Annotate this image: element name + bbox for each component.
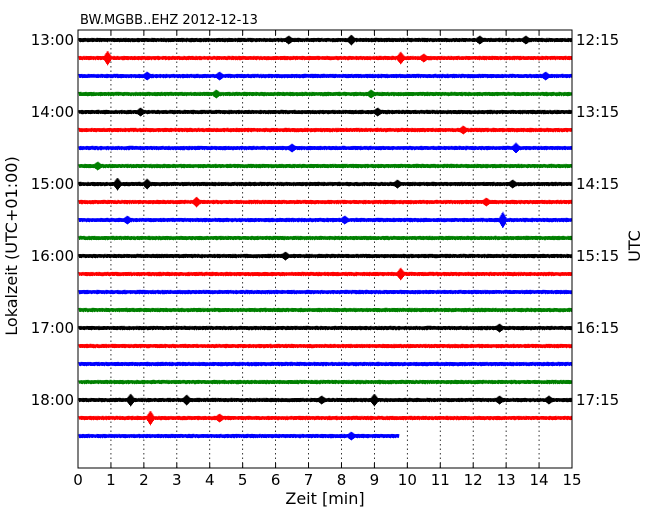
trace-row-13 [78,267,573,281]
trace-row-8 [78,178,573,191]
trace-row-4 [78,107,573,117]
trace-row-17 [78,343,573,349]
left-tick-label: 15:00 [31,175,74,193]
right-tick-label: 12:15 [576,31,619,49]
x-tick-label: 12 [464,471,483,489]
trace-row-20 [78,393,573,407]
x-tick-label: 7 [304,471,314,489]
trace-row-12 [78,251,573,261]
x-tick-label: 11 [431,471,450,489]
x-gridlines [110,30,540,468]
left-tick-label: 18:00 [31,391,74,409]
trace-row-2 [78,71,573,81]
x-tick-label: 6 [271,471,281,489]
x-tick-label: 15 [562,471,581,489]
trace-lines [78,34,573,441]
right-tick-label: 17:15 [576,391,619,409]
x-axis-label: Zeit [min] [285,489,364,508]
left-tick-label: 13:00 [31,31,74,49]
trace-row-18 [78,361,573,367]
plot-frame [77,29,573,469]
trace-row-22 [78,431,400,441]
trace-row-3 [78,89,573,99]
trace-row-14 [78,289,573,295]
trace-row-1 [78,50,573,66]
chart-title: BW.MGBB..EHZ 2012-12-13 [80,13,258,28]
x-tick-label: 9 [370,471,380,489]
x-tick-label: 14 [530,471,549,489]
right-tick-label: 16:15 [576,319,619,337]
trace-row-16 [78,323,573,333]
x-tick-label: 13 [497,471,516,489]
trace-row-5 [78,125,573,135]
left-tick-label: 17:00 [31,319,74,337]
trace-row-0 [78,34,573,46]
trace-row-21 [78,411,573,426]
x-tick-label: 10 [398,471,417,489]
x-tick-label: 2 [139,471,149,489]
trace-row-6 [78,142,573,154]
x-tick-label: 8 [337,471,347,489]
x-tick-label: 1 [106,471,116,489]
trace-row-10 [78,211,573,228]
trace-row-19 [78,379,573,385]
x-axis-ticks: 0 1 2 3 4 5 6 7 8 9 10 11 12 13 14 15 [73,30,582,489]
right-y-axis-label: UTC [625,230,644,262]
trace-row-7 [78,161,573,171]
right-tick-label: 13:15 [576,103,619,121]
x-tick-label: 0 [73,471,83,489]
x-tick-label: 5 [238,471,248,489]
trace-row-9 [78,196,573,208]
x-tick-label: 3 [172,471,182,489]
left-y-axis-label: Lokalzeit (UTC+01:00) [2,156,21,335]
left-tick-label: 16:00 [31,247,74,265]
left-tick-label: 14:00 [31,103,74,121]
trace-row-15 [78,307,573,313]
right-tick-label: 15:15 [576,247,619,265]
right-tick-label: 14:15 [576,175,619,193]
x-tick-label: 4 [205,471,215,489]
y-axis-ticks: 13:00 14:00 15:00 16:00 17:00 18:00 12:15 13:15… [31,31,619,409]
trace-row-11 [78,235,573,241]
